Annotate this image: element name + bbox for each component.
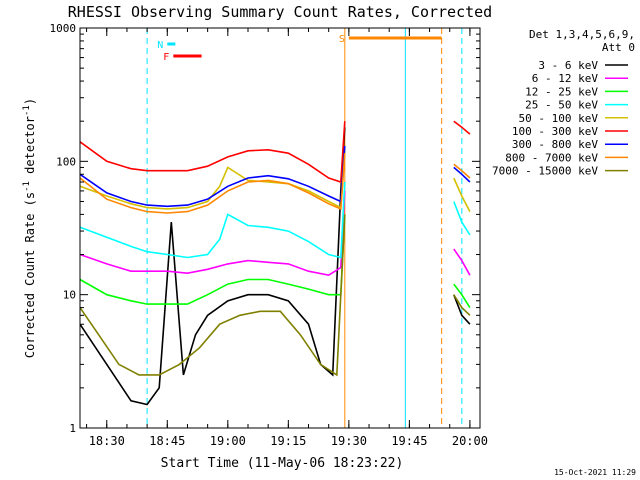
y-tick-label-1: 1	[69, 422, 76, 435]
x-tick-label-19:00: 19:00	[210, 434, 246, 448]
flag-label-N: N	[157, 40, 163, 51]
chart-title: RHESSI Observing Summary Count Rates, Co…	[68, 3, 492, 21]
y-axis: 1 10 100 1000	[50, 22, 480, 435]
series-line-5-part-1	[453, 120, 471, 135]
series-line-1	[79, 190, 346, 277]
series-line-7-part-1	[453, 163, 471, 179]
legend-label-1: 6 - 12 keV	[532, 72, 599, 85]
series-line-2	[79, 214, 346, 305]
x-tick-label-19:15: 19:15	[270, 434, 306, 448]
y-tick-label-1000: 1000	[50, 22, 77, 35]
plot-frame	[79, 27, 481, 429]
series-lines	[79, 120, 471, 406]
series-line-8	[79, 214, 346, 377]
legend-header-line-2: Att 0	[602, 41, 635, 54]
legend-label-2: 12 - 25 keV	[525, 85, 598, 98]
y-tick-label-10: 10	[63, 289, 76, 302]
flag-label-F: F	[163, 52, 169, 63]
x-tick-label-19:30: 19:30	[331, 434, 367, 448]
legend-label-4: 50 - 100 keV	[519, 112, 599, 125]
series-line-8-part-1	[453, 294, 471, 316]
series-line-6-part-1	[453, 166, 471, 183]
series-line-5	[79, 121, 346, 184]
y-axis-label: Corrected Count Rate (s-1 detector-1)	[22, 98, 37, 358]
x-tick-label-18:45: 18:45	[149, 434, 185, 448]
legend-label-3: 25 - 50 keV	[525, 99, 598, 112]
legend-label-5: 100 - 300 keV	[512, 125, 598, 138]
flag-label-S: S	[339, 34, 345, 45]
series-line-6	[79, 146, 346, 208]
x-axis-label: Start Time (11-May-06 18:23:22)	[161, 456, 404, 471]
series-line-4	[79, 150, 346, 210]
legend-label-6: 300 - 800 keV	[512, 138, 598, 151]
legend-label-8: 7000 - 15000 keV	[492, 165, 598, 178]
series-line-1-part-1	[453, 248, 471, 276]
series-line-0-part-1	[453, 294, 471, 325]
x-tick-label-19:45: 19:45	[391, 434, 427, 448]
flag-bars: NF S	[157, 34, 442, 63]
series-line-3-part-1	[453, 201, 471, 236]
series-line-0	[79, 127, 346, 406]
x-tick-label-18:30: 18:30	[89, 434, 125, 448]
legend-label-0: 3 - 6 keV	[538, 59, 598, 72]
y-tick-label-100: 100	[56, 155, 76, 168]
series-line-2-part-1	[453, 283, 471, 309]
x-tick-label-20:00: 20:00	[452, 434, 488, 448]
legend-label-7: 800 - 7000 keV	[505, 151, 598, 164]
series-line-7	[79, 153, 346, 214]
legend-header-line-1: Det 1,3,4,5,6,9,	[529, 28, 635, 41]
timestamp: 15-Oct-2021 11:29	[554, 468, 636, 477]
series-line-3	[79, 181, 346, 259]
series-line-4-part-1	[453, 177, 471, 212]
x-axis: 18:30 18:45 19:00 19:15 19:30 19:45 20:00	[86, 28, 488, 448]
